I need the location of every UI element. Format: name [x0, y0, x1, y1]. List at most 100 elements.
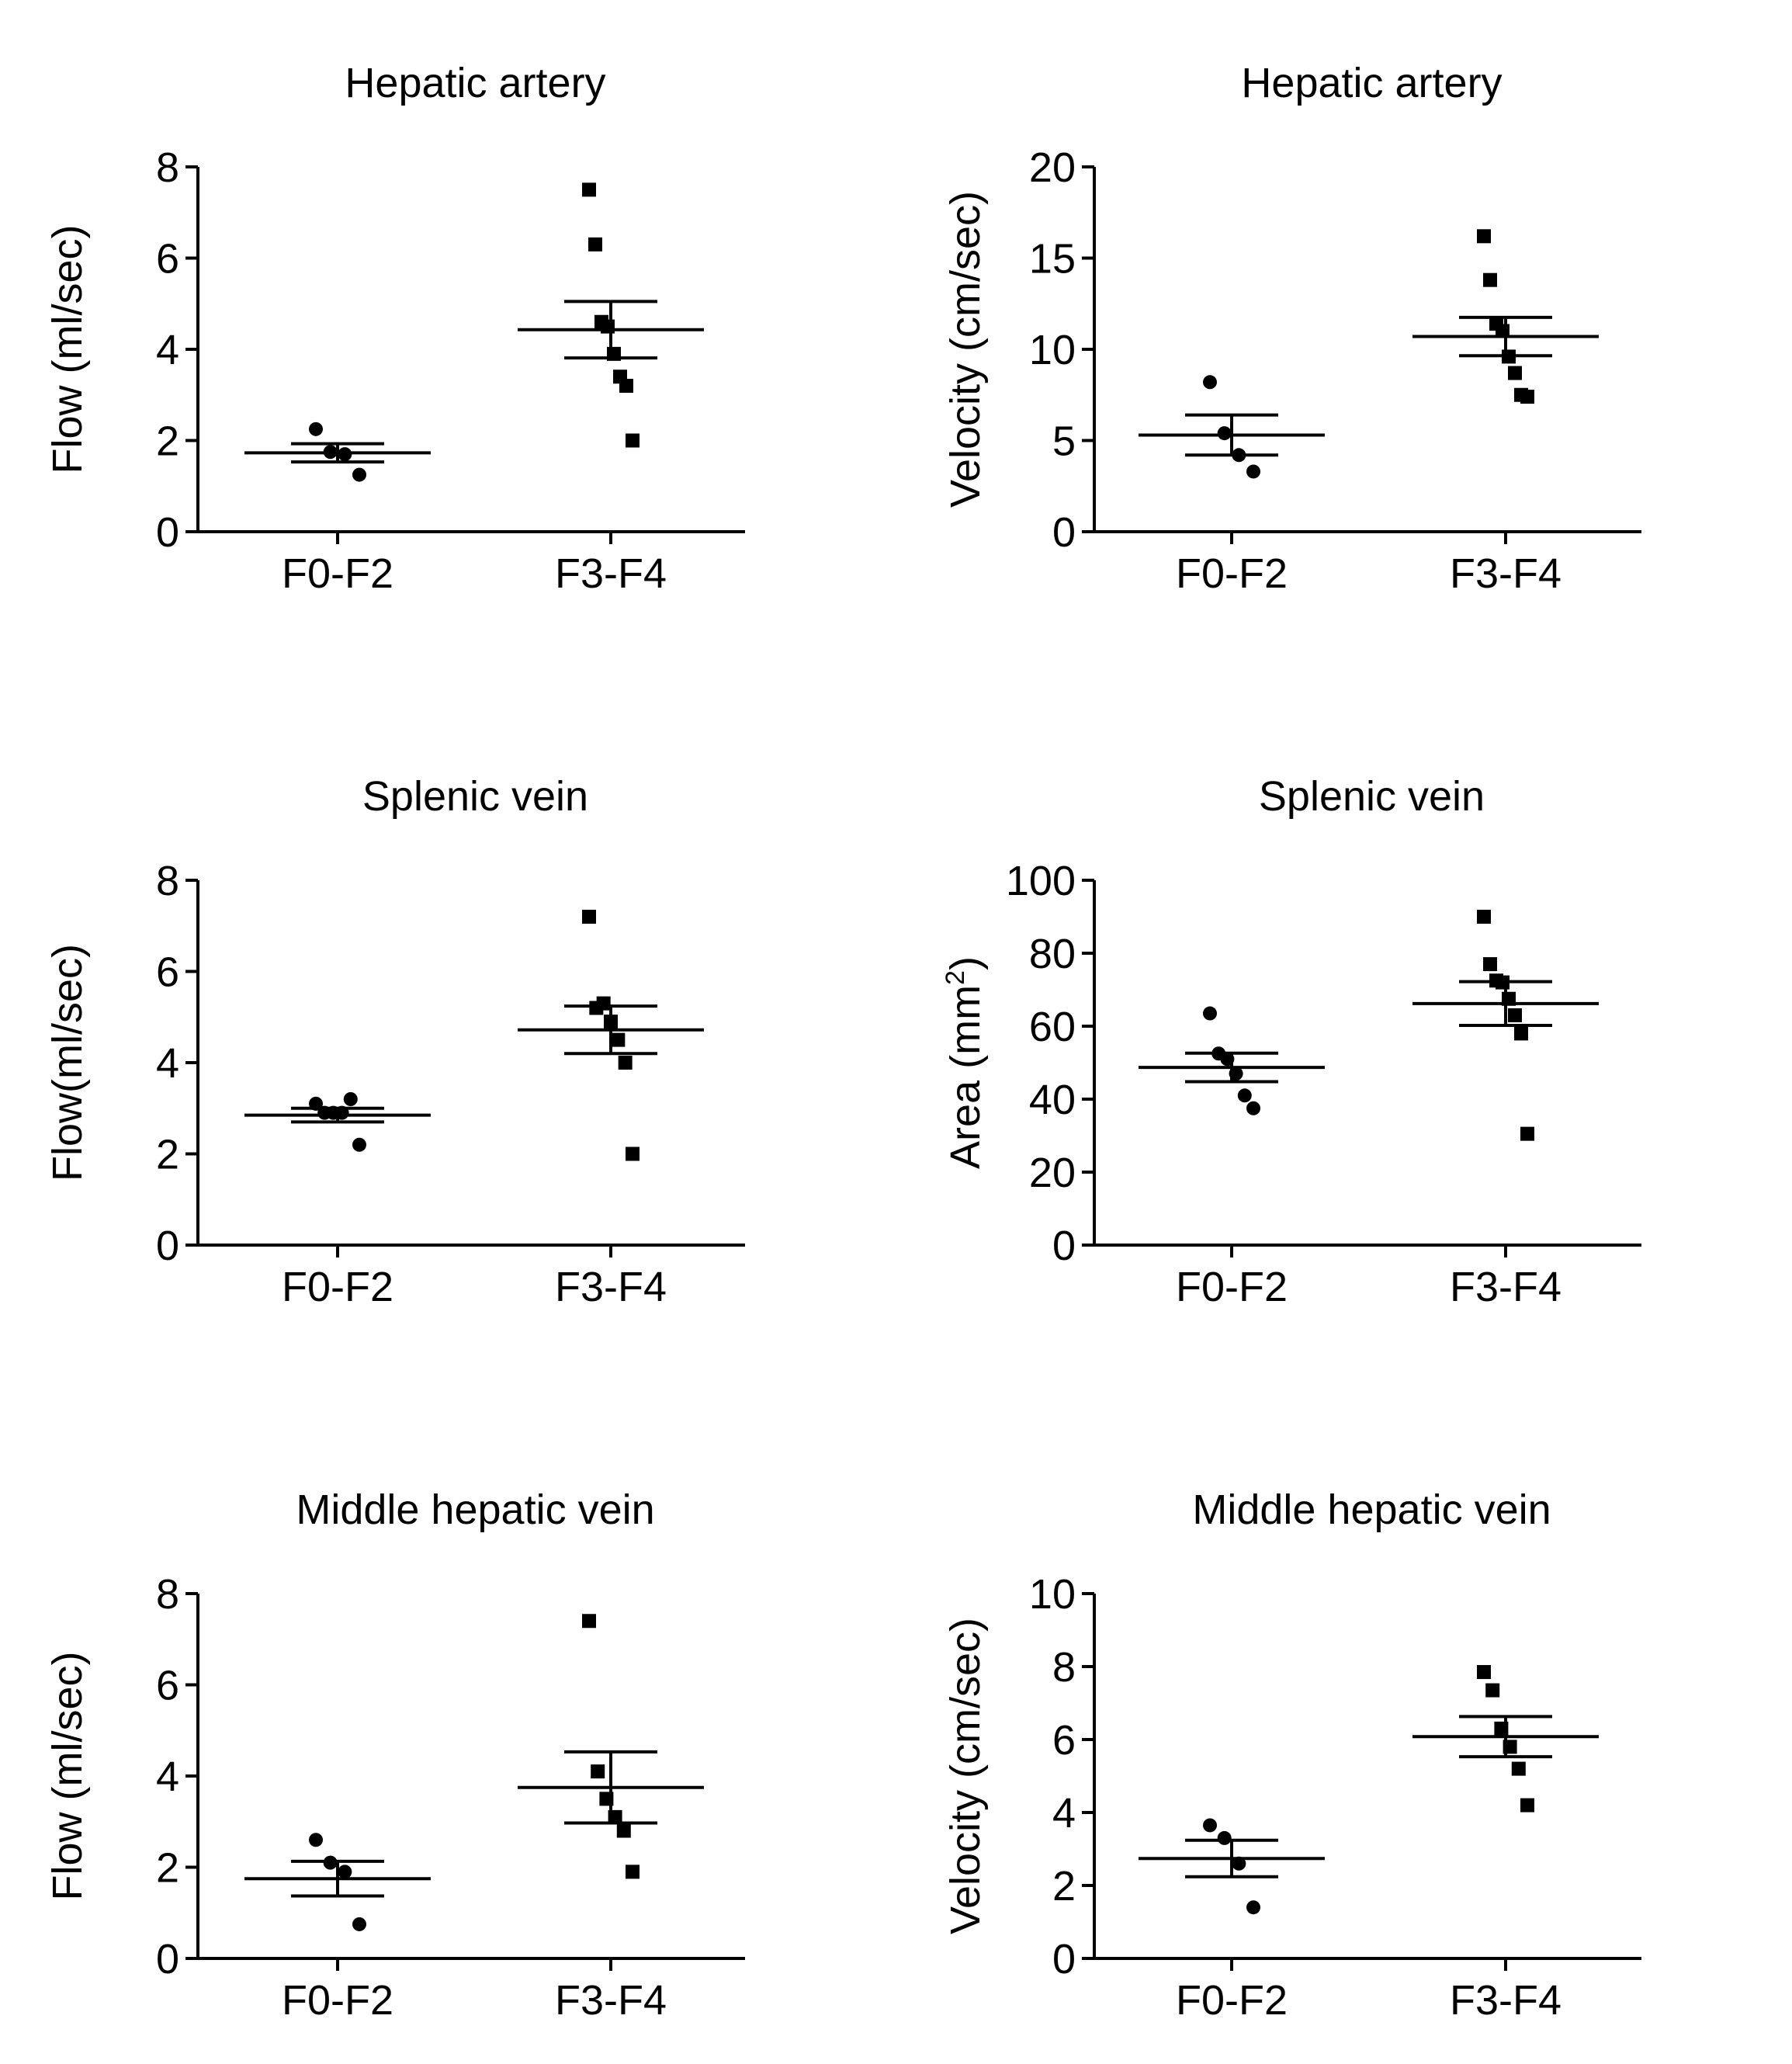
data-point-f3-f4 — [626, 1146, 640, 1161]
y-tick-label: 6 — [156, 1663, 179, 1709]
x-tick-label: F3-F4 — [555, 1977, 667, 2024]
y-axis-label: Flow (ml/sec) — [44, 225, 91, 474]
y-tick-label: 0 — [156, 509, 179, 556]
data-point-f0-f2 — [1246, 1900, 1260, 1915]
x-tick-label: F3-F4 — [555, 550, 667, 597]
chart-panel-6: Middle hepatic vein 0 2 4 6 8 10 F0-F2 F3-F4 Velo… — [942, 1486, 1641, 2024]
x-tick-label: F0-F2 — [1176, 550, 1288, 597]
x-tick-label: F3-F4 — [1450, 1264, 1562, 1310]
chart-title: Splenic vein — [1259, 773, 1485, 820]
y-tick-label: 60 — [1029, 1004, 1076, 1050]
data-point-f0-f2 — [343, 1092, 358, 1106]
data-point-f0-f2 — [352, 467, 366, 482]
y-tick-label: 2 — [156, 1845, 179, 1892]
y-axis-label: Flow (ml/sec) — [44, 1652, 91, 1901]
y-tick-label: 2 — [156, 1132, 179, 1178]
y-tick-label: 20 — [1029, 144, 1076, 191]
data-point-f0-f2 — [1246, 464, 1260, 479]
chart-title: Middle hepatic vein — [1192, 1486, 1551, 1533]
chart-title: Splenic vein — [362, 773, 588, 820]
chart-panel-3: Splenic vein 0 2 4 6 8 F0-F2 F3-F4 Flow(ml/sec) — [44, 773, 745, 1310]
data-point-f3-f4 — [611, 1032, 626, 1047]
y-tick-label: 15 — [1029, 236, 1076, 283]
y-tick-label: 0 — [1052, 509, 1076, 556]
data-point-f3-f4 — [1511, 1761, 1526, 1776]
y-tick-label: 20 — [1029, 1150, 1076, 1196]
chart-panel-2: Hepatic artery 0 5 10 15 20 F0-F2 F3-F4 Velocity… — [942, 60, 1641, 597]
data-point-f3-f4 — [618, 1056, 633, 1070]
y-tick-label: 4 — [156, 1754, 179, 1800]
x-tick-label: F0-F2 — [1176, 1264, 1288, 1310]
chart-title: Hepatic artery — [1241, 60, 1502, 106]
data-point-f3-f4 — [626, 433, 640, 448]
chart-title: Hepatic artery — [345, 60, 605, 106]
y-tick-label: 4 — [156, 1040, 179, 1087]
data-point-f3-f4 — [591, 1764, 605, 1779]
data-point-f0-f2 — [352, 1917, 366, 1931]
data-point-f3-f4 — [619, 379, 633, 393]
y-tick-label: 100 — [1006, 858, 1076, 904]
y-tick-label: 0 — [156, 1223, 179, 1269]
y-axis-label: Flow(ml/sec) — [44, 944, 91, 1181]
data-point-f3-f4 — [596, 996, 611, 1011]
y-tick-label: 40 — [1029, 1077, 1076, 1123]
data-point-f3-f4 — [1485, 1683, 1500, 1698]
chart-panel-4: Splenic vein 0 20 40 60 80 100 F0-F2 F3-F4 Area (… — [941, 773, 1641, 1310]
data-point-f3-f4 — [626, 1865, 640, 1879]
y-axis-label: Velocity (cm/sec) — [942, 1618, 989, 1934]
y-axis-label: Area (mm2) — [941, 956, 989, 1169]
y-tick-label: 0 — [156, 1936, 179, 1982]
x-tick-label: F0-F2 — [282, 1977, 393, 2024]
data-point-f3-f4 — [1483, 272, 1497, 287]
y-tick-label: 10 — [1029, 1571, 1076, 1618]
y-tick-label: 8 — [156, 858, 179, 904]
data-point-f0-f2 — [309, 1833, 323, 1847]
y-tick-label: 0 — [1052, 1223, 1076, 1269]
data-point-f3-f4 — [1520, 390, 1534, 404]
data-point-f3-f4 — [1477, 910, 1491, 924]
data-point-f3-f4 — [1508, 366, 1522, 380]
y-tick-label: 0 — [1052, 1936, 1076, 1982]
data-point-f3-f4 — [582, 1614, 596, 1629]
y-tick-label: 2 — [156, 418, 179, 465]
data-point-f0-f2 — [1203, 375, 1217, 390]
data-point-f3-f4 — [1477, 229, 1491, 244]
data-point-f0-f2 — [1217, 426, 1232, 441]
chart-panel-5: Middle hepatic vein 0 2 4 6 8 F0-F2 F3-F4 Flow (… — [44, 1486, 745, 2024]
data-point-f0-f2 — [1203, 1006, 1217, 1021]
y-tick-label: 4 — [1052, 1790, 1076, 1837]
data-point-f3-f4 — [616, 1823, 631, 1838]
y-axis-label: Velocity (cm/sec) — [942, 191, 989, 508]
x-tick-label: F3-F4 — [1450, 1977, 1562, 2024]
chart-panel-1: Hepatic artery 0 2 4 6 8 F0-F2 F3-F4 Flow (ml/se… — [44, 60, 745, 597]
data-point-f3-f4 — [601, 319, 615, 334]
data-point-f0-f2 — [309, 421, 323, 436]
x-tick-label: F0-F2 — [1176, 1977, 1288, 2024]
data-point-f0-f2 — [1217, 1830, 1232, 1845]
y-tick-label: 5 — [1052, 418, 1076, 465]
data-point-f3-f4 — [582, 910, 596, 924]
x-tick-label: F3-F4 — [1450, 550, 1562, 597]
y-tick-label: 10 — [1029, 327, 1076, 373]
data-point-f0-f2 — [1237, 1088, 1252, 1103]
y-tick-label: 8 — [1052, 1644, 1076, 1691]
data-point-f3-f4 — [1514, 1026, 1528, 1041]
data-point-f3-f4 — [582, 182, 596, 197]
y-tick-label: 8 — [156, 1571, 179, 1618]
chart-title: Middle hepatic vein — [296, 1486, 654, 1533]
y-tick-label: 80 — [1029, 931, 1076, 977]
data-point-f3-f4 — [1508, 1008, 1522, 1022]
data-point-f3-f4 — [588, 237, 602, 251]
data-point-f0-f2 — [352, 1137, 366, 1152]
x-tick-label: F0-F2 — [282, 550, 393, 597]
data-point-f0-f2 — [338, 1865, 352, 1879]
data-point-f3-f4 — [1520, 1798, 1534, 1813]
y-tick-label: 2 — [1052, 1863, 1076, 1910]
y-tick-label: 6 — [156, 236, 179, 283]
y-tick-label: 4 — [156, 327, 179, 373]
y-tick-label: 6 — [1052, 1717, 1076, 1764]
y-tick-label: 8 — [156, 144, 179, 191]
data-point-f0-f2 — [1203, 1818, 1217, 1833]
data-point-f0-f2 — [1232, 1856, 1246, 1871]
